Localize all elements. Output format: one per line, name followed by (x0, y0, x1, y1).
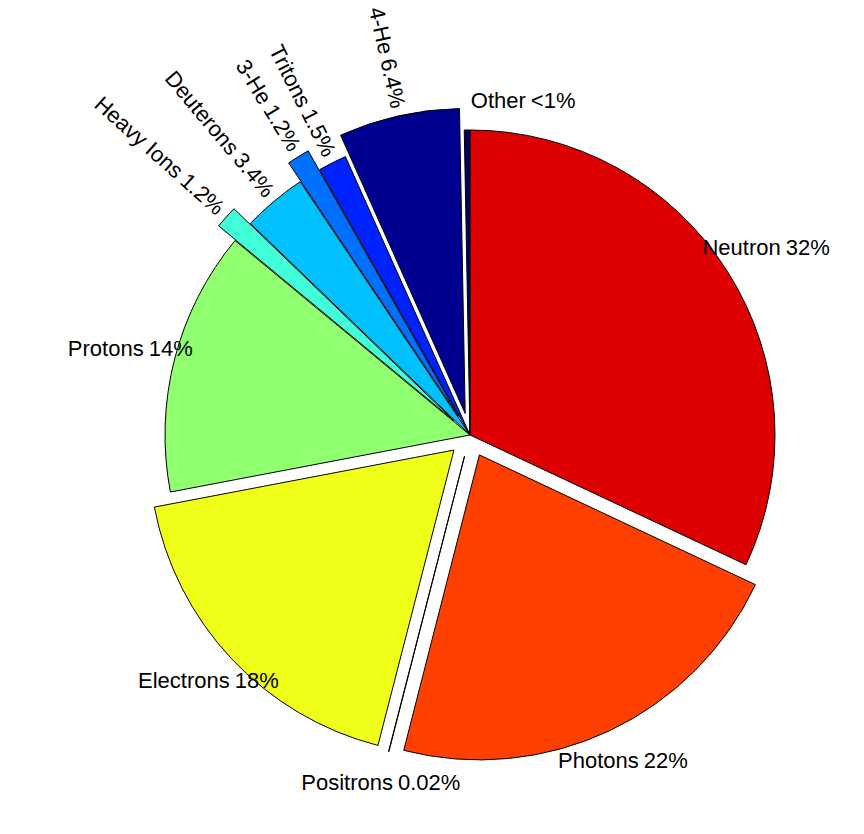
label-value: 6.4% (375, 56, 410, 110)
label-category: Photons (558, 748, 639, 773)
label-category: Heavy Ions (90, 91, 189, 183)
pie-slice (341, 109, 466, 414)
label-value: 14% (149, 336, 193, 361)
label-value: 1.5% (297, 104, 342, 160)
pie-chart: Neutron32% Photons22% Positrons0.02% Electr… (0, 0, 864, 834)
slice-label: Photons22% (558, 748, 688, 773)
label-category: Electrons (138, 668, 230, 693)
slices (154, 109, 775, 760)
pie-slice (154, 450, 454, 745)
slice-label: Protons14% (68, 336, 193, 361)
labels: Neutron32% Photons22% Positrons0.02% Electr… (68, 5, 830, 796)
slice-label: Positrons0.02% (301, 770, 460, 795)
label-category: 4-He (364, 5, 399, 57)
slice-label: Electrons18% (138, 668, 279, 693)
pie-slice (404, 455, 756, 760)
label-value: 32% (786, 235, 830, 260)
label-category: Tritons (264, 41, 316, 112)
label-value: 18% (235, 668, 279, 693)
label-value: 22% (644, 748, 688, 773)
label-category: Neutron (702, 235, 780, 260)
slice-label: Other<1% (471, 88, 576, 113)
label-category: Other (471, 88, 526, 113)
slice-label: Neutron32% (702, 235, 829, 260)
label-category: Deuterons (160, 66, 244, 160)
slice-label: 4-He6.4% (364, 5, 411, 111)
pie-slice (464, 130, 470, 435)
label-value: <1% (531, 88, 576, 113)
label-value: 0.02% (398, 770, 460, 795)
slice-label: Tritons1.5% (264, 41, 341, 161)
label-category: Positrons (301, 770, 393, 795)
label-value: 1.2% (176, 168, 230, 220)
label-category: Protons (68, 336, 144, 361)
label-value: 3.4% (229, 148, 280, 203)
